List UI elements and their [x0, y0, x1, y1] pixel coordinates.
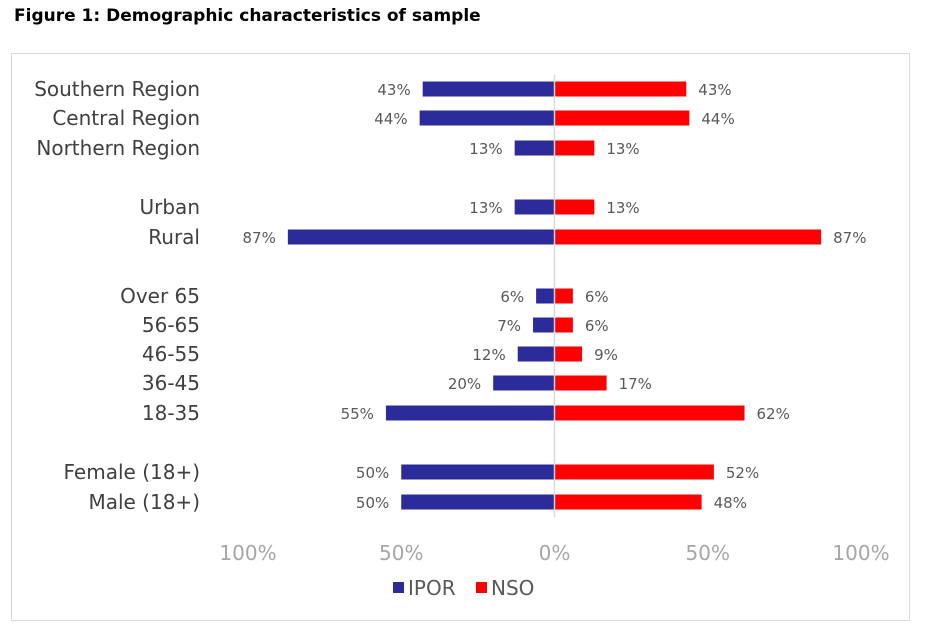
ipor-bar: [401, 464, 555, 480]
nso-bar: [554, 464, 714, 480]
category-label: 18-35: [142, 401, 200, 425]
ipor-bar: [517, 346, 555, 362]
nso-value-label: 6%: [585, 288, 609, 306]
nso-value-label: 62%: [757, 405, 790, 423]
nso-value-label: 9%: [594, 346, 618, 364]
category-label: 46-55: [142, 342, 200, 366]
ipor-value-label: 7%: [497, 317, 521, 335]
nso-value-label: 6%: [585, 317, 609, 335]
category-label: 56-65: [142, 313, 200, 337]
ipor-bar: [385, 405, 555, 421]
legend-swatch-nso: [476, 582, 487, 593]
nso-bar: [554, 375, 607, 391]
ipor-value-label: 13%: [469, 199, 502, 217]
legend-swatch-ipor: [393, 582, 404, 593]
nso-value-label: 87%: [833, 229, 866, 247]
nso-value-label: 17%: [619, 375, 652, 393]
nso-value-label: 48%: [714, 494, 747, 512]
nso-value-label: 43%: [698, 81, 731, 99]
nso-bar: [554, 229, 822, 245]
nso-value-label: 52%: [726, 464, 759, 482]
ipor-bar: [514, 140, 555, 156]
nso-bar: [554, 346, 583, 362]
nso-bar: [554, 81, 687, 97]
category-label: Over 65: [120, 284, 200, 308]
ipor-bar: [536, 288, 555, 304]
category-label: Urban: [140, 195, 201, 219]
legend-label-nso: NSO: [491, 576, 534, 600]
ipor-bar: [493, 375, 555, 391]
ipor-bar: [514, 199, 555, 215]
nso-bar: [554, 199, 595, 215]
ipor-value-label: 13%: [469, 140, 502, 158]
ipor-bar: [422, 81, 555, 97]
nso-value-label: 13%: [606, 140, 639, 158]
ipor-value-label: 12%: [472, 346, 505, 364]
category-label: 36-45: [142, 371, 200, 395]
ipor-bar: [533, 317, 555, 333]
nso-bar: [554, 494, 702, 510]
category-label: Central Region: [52, 106, 200, 130]
ipor-value-label: 50%: [356, 464, 389, 482]
figure-title: Figure 1: Demographic characteristics of…: [14, 6, 481, 26]
legend-label-ipor: IPOR: [408, 576, 456, 600]
x-tick-label: 50%: [686, 541, 730, 565]
ipor-value-label: 87%: [243, 229, 276, 247]
x-tick-label: 0%: [539, 541, 571, 565]
ipor-bar: [287, 229, 555, 245]
category-label: Rural: [148, 225, 200, 249]
x-tick-label: 100%: [219, 541, 276, 565]
chart-frame: [11, 53, 910, 621]
nso-bar: [554, 140, 595, 156]
ipor-bar: [401, 494, 555, 510]
ipor-value-label: 44%: [374, 110, 407, 128]
x-tick-label: 100%: [832, 541, 889, 565]
ipor-bar: [419, 110, 555, 126]
ipor-value-label: 43%: [377, 81, 410, 99]
ipor-value-label: 6%: [500, 288, 524, 306]
ipor-value-label: 55%: [341, 405, 374, 423]
nso-bar: [554, 110, 690, 126]
nso-bar: [554, 405, 745, 421]
ipor-value-label: 50%: [356, 494, 389, 512]
ipor-value-label: 20%: [448, 375, 481, 393]
category-label: Northern Region: [36, 136, 200, 160]
category-label: Male (18+): [88, 490, 200, 514]
nso-value-label: 44%: [701, 110, 734, 128]
category-label: Female (18+): [64, 460, 200, 484]
nso-bar: [554, 288, 573, 304]
nso-value-label: 13%: [606, 199, 639, 217]
x-tick-label: 50%: [379, 541, 423, 565]
category-label: Southern Region: [34, 77, 200, 101]
nso-bar: [554, 317, 573, 333]
